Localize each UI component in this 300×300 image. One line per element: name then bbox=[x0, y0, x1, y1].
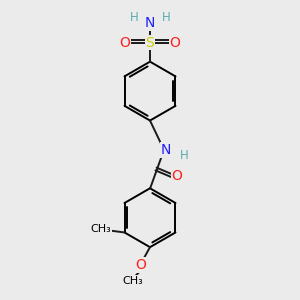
Text: O: O bbox=[136, 258, 147, 272]
Text: H: H bbox=[179, 149, 188, 162]
Text: CH₃: CH₃ bbox=[91, 224, 111, 235]
Text: S: S bbox=[146, 35, 154, 50]
Text: H: H bbox=[129, 11, 138, 24]
Text: N: N bbox=[145, 16, 155, 30]
Text: O: O bbox=[169, 35, 181, 50]
Text: O: O bbox=[119, 35, 130, 50]
Text: O: O bbox=[172, 169, 182, 183]
Text: N: N bbox=[161, 143, 171, 157]
Text: H: H bbox=[162, 11, 171, 24]
Text: CH₃: CH₃ bbox=[122, 276, 143, 286]
